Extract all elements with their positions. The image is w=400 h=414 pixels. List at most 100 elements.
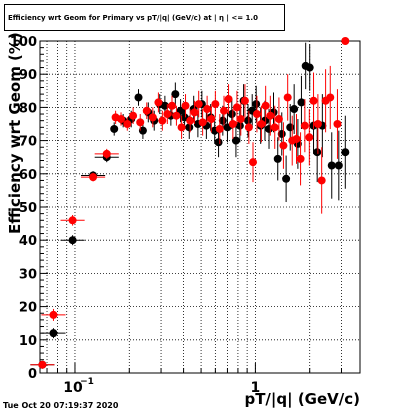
marker — [235, 121, 244, 130]
red-point-32 — [240, 84, 249, 118]
marker — [172, 111, 181, 120]
marker — [203, 105, 212, 114]
y-tick-label: 0 — [28, 367, 37, 382]
red-point-53 — [333, 89, 342, 159]
marker — [102, 149, 111, 158]
marker — [274, 115, 283, 124]
red-point-31 — [236, 102, 245, 136]
marker — [224, 95, 233, 104]
marker — [290, 105, 299, 114]
red-point-26 — [215, 114, 224, 144]
marker — [341, 37, 350, 45]
black-point-47 — [305, 44, 314, 91]
marker — [68, 216, 77, 225]
red-point-42 — [283, 74, 292, 121]
marker — [148, 113, 157, 122]
red-point-19 — [186, 109, 195, 133]
red-point-41 — [279, 122, 288, 169]
black-point-45 — [297, 75, 306, 129]
marker — [232, 103, 241, 112]
red-point-39 — [270, 105, 279, 149]
marker — [286, 123, 295, 132]
marker — [292, 134, 301, 143]
red-point-6 — [117, 112, 126, 126]
red-point-37 — [261, 85, 270, 126]
red-point-48 — [309, 72, 318, 129]
marker — [163, 110, 172, 119]
red-series — [30, 37, 350, 369]
black-point-41 — [282, 155, 291, 203]
marker — [305, 63, 314, 72]
red-point-24 — [207, 105, 216, 133]
marker — [220, 106, 229, 115]
marker — [261, 101, 270, 110]
marker — [240, 96, 249, 105]
red-point-1 — [41, 308, 66, 321]
red-point-33 — [244, 110, 253, 144]
red-point-54 — [341, 37, 350, 45]
red-point-27 — [220, 95, 229, 126]
marker — [249, 158, 258, 167]
black-point-51 — [327, 132, 336, 199]
marker — [211, 100, 220, 109]
chart-title: Efficiency wrt Geom for Primary vs pT/|q… — [4, 4, 285, 31]
marker — [186, 116, 195, 125]
marker — [313, 148, 322, 157]
black-point-52 — [334, 130, 343, 201]
red-point-14 — [163, 104, 172, 124]
red-point-20 — [190, 100, 199, 124]
red-point-52 — [326, 65, 335, 129]
marker — [171, 90, 180, 99]
grid-lines — [40, 41, 360, 373]
marker — [198, 118, 207, 127]
marker — [38, 360, 47, 369]
marker — [227, 110, 236, 119]
black-series — [30, 42, 350, 369]
black-point-15 — [171, 82, 180, 106]
red-point-21 — [194, 90, 203, 118]
marker — [313, 120, 322, 128]
black-point-29 — [231, 124, 240, 158]
red-point-50 — [317, 147, 326, 214]
red-point-12 — [154, 92, 163, 113]
red-point-22 — [198, 109, 207, 136]
red-point-36 — [257, 105, 266, 143]
red-point-2 — [60, 214, 85, 226]
y-tick-label: 70 — [19, 135, 37, 150]
marker — [333, 120, 342, 128]
red-point-47 — [305, 109, 314, 166]
y-tick-label: 90 — [19, 68, 37, 83]
black-point-32 — [244, 104, 253, 138]
y-axis-label: Efficiency wrt Geom (%) — [6, 32, 24, 234]
marker — [218, 116, 227, 125]
black-point-1 — [41, 328, 66, 339]
black-point-2 — [60, 235, 85, 246]
marker — [270, 123, 279, 132]
marker — [142, 106, 151, 115]
y-tick-label: 100 — [10, 35, 37, 50]
marker — [215, 124, 224, 133]
red-point-46 — [300, 99, 309, 153]
y-tick-label: 30 — [19, 267, 37, 282]
marker — [117, 115, 126, 124]
marker — [190, 108, 199, 117]
marker — [236, 115, 245, 124]
red-point-18 — [181, 94, 190, 118]
marker — [134, 93, 143, 102]
marker — [244, 116, 253, 125]
red-point-17 — [177, 115, 186, 139]
red-point-28 — [224, 84, 233, 115]
red-point-40 — [274, 97, 283, 141]
red-point-7 — [123, 117, 132, 131]
red-point-13 — [158, 110, 167, 131]
red-point-16 — [172, 105, 181, 126]
red-point-15 — [168, 95, 177, 116]
red-point-35 — [252, 95, 261, 133]
red-point-38 — [266, 95, 275, 136]
marker — [158, 116, 167, 125]
red-point-11 — [148, 107, 157, 128]
y-tick-label: 60 — [19, 168, 37, 183]
red-point-49 — [313, 94, 322, 154]
red-point-29 — [228, 109, 237, 139]
